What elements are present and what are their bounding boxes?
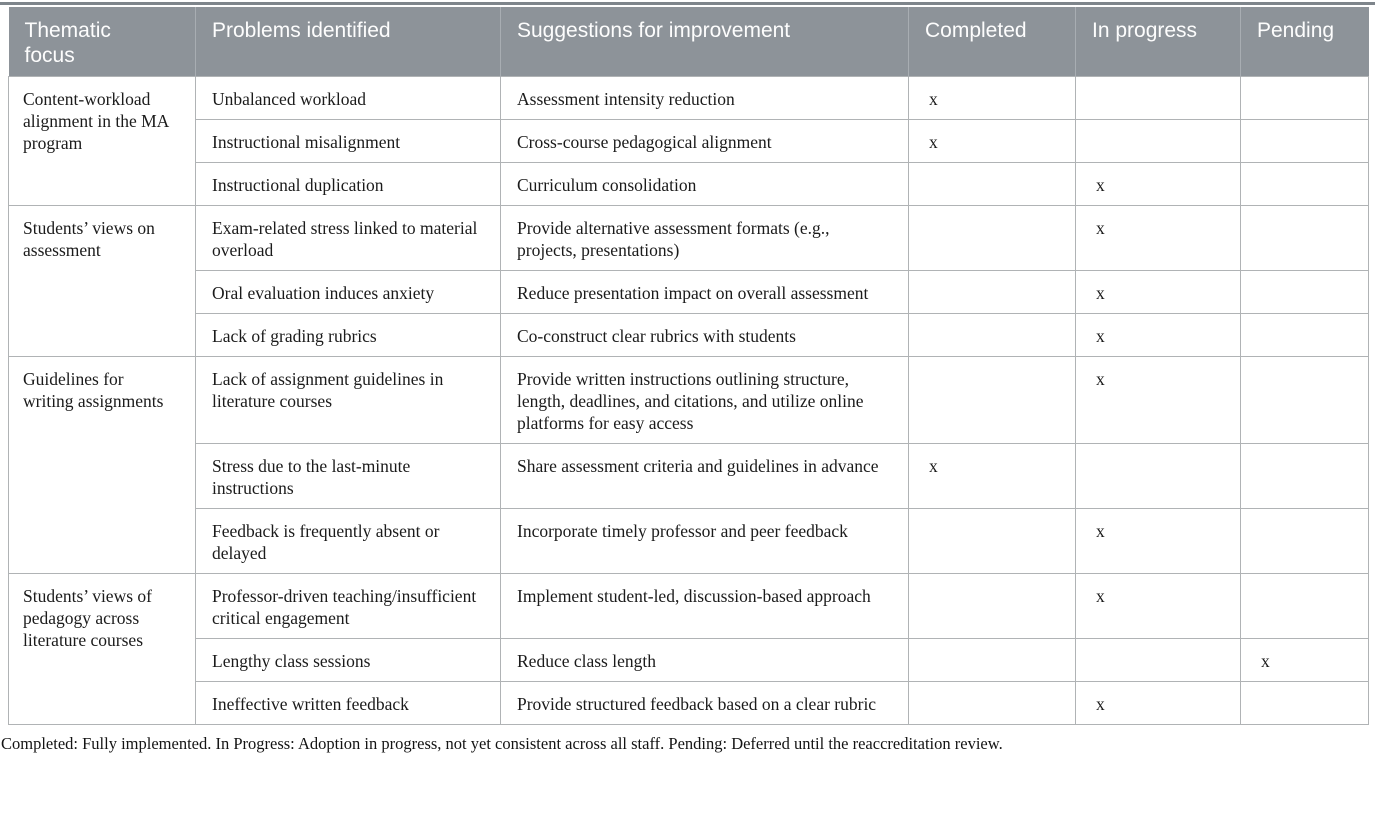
thematic-focus-cell: Content-workload alignment in the MA pro… (8, 76, 196, 206)
table-row: Lack of grading rubrics Co-construct cle… (9, 313, 1369, 357)
suggestion-cell: Co-construct clear rubrics with students (500, 313, 909, 357)
table-row: Ineffective written feedback Provide str… (9, 681, 1369, 725)
col-header-suggestions: Suggestions for improvement (500, 7, 909, 77)
table-row: Lengthy class sessions Reduce class leng… (9, 638, 1369, 682)
problem-cell: Stress due to the last-minute instructio… (195, 443, 501, 509)
completed-mark-cell (908, 162, 1076, 206)
pending-mark-cell (1240, 162, 1369, 206)
in-progress-mark-cell: x (1075, 162, 1241, 206)
col-header-problems-identified: Problems identified (195, 7, 501, 77)
in-progress-mark-cell: x (1075, 573, 1241, 639)
suggestion-cell: Implement student-led, discussion-based … (500, 573, 909, 639)
completed-mark-cell (908, 270, 1076, 314)
table-row: Feedback is frequently absent or delayed… (9, 508, 1369, 574)
suggestion-cell: Provide written instructions outlining s… (500, 356, 909, 444)
action-plan-table: Thematic focus Problems identified Sugge… (8, 7, 1369, 725)
col-header-thematic-focus-label: Thematic focus (24, 19, 111, 67)
col-header-completed: Completed (908, 7, 1076, 77)
pending-mark-cell (1240, 573, 1369, 639)
thematic-focus-cell: Guidelines for writing assignments (8, 356, 196, 574)
completed-mark-cell (908, 205, 1076, 271)
problem-cell: Oral evaluation induces anxiety (195, 270, 501, 314)
thematic-focus-cell: Students’ views on assessment (8, 205, 196, 357)
table-footnote: Completed: Fully implemented. In Progres… (1, 734, 1003, 753)
pending-mark-cell (1240, 119, 1369, 163)
in-progress-mark-cell: x (1075, 270, 1241, 314)
in-progress-mark-cell (1075, 638, 1241, 682)
problem-cell: Exam-related stress linked to material o… (195, 205, 501, 271)
in-progress-mark-cell (1075, 443, 1241, 509)
pending-mark-cell (1240, 270, 1369, 314)
col-header-in-progress: In progress (1075, 7, 1241, 77)
pending-mark-cell: x (1240, 638, 1369, 682)
pending-mark-cell (1240, 508, 1369, 574)
pending-mark-cell (1240, 205, 1369, 271)
suggestion-cell: Provide alternative assessment formats (… (500, 205, 909, 271)
table-row: Content-workload alignment in the MA pro… (8, 76, 1369, 206)
problem-cell: Professor-driven teaching/insufficient c… (195, 573, 501, 639)
suggestion-cell: Curriculum consolidation (500, 162, 909, 206)
in-progress-mark-cell: x (1075, 313, 1241, 357)
pending-mark-cell (1240, 356, 1369, 444)
in-progress-mark-cell: x (1075, 681, 1241, 725)
suggestion-cell: Assessment intensity reduction (500, 76, 909, 120)
table-row: Students’ views on assessment Exam-relat… (8, 205, 1369, 357)
problem-cell: Unbalanced workload (195, 76, 501, 120)
table-header-row: Thematic focus Problems identified Sugge… (8, 7, 1369, 77)
in-progress-mark-cell: x (1075, 205, 1241, 271)
completed-mark-cell (908, 356, 1076, 444)
completed-mark-cell (908, 638, 1076, 682)
problem-cell: Lack of grading rubrics (195, 313, 501, 357)
table-row: Oral evaluation induces anxiety Reduce p… (9, 270, 1369, 314)
problem-cell: Feedback is frequently absent or delayed (195, 508, 501, 574)
in-progress-mark-cell (1075, 76, 1241, 120)
table-row: Stress due to the last-minute instructio… (9, 443, 1369, 509)
suggestion-cell: Provide structured feedback based on a c… (500, 681, 909, 725)
table-top-rule (0, 2, 1375, 5)
completed-mark-cell (908, 681, 1076, 725)
pending-mark-cell (1240, 76, 1369, 120)
col-header-thematic-focus: Thematic focus (8, 7, 196, 77)
table-row: Instructional misalignment Cross-course … (9, 119, 1369, 163)
problem-cell: Instructional misalignment (195, 119, 501, 163)
in-progress-mark-cell: x (1075, 508, 1241, 574)
table-row: Students’ views of pedagogy across liter… (8, 573, 1369, 725)
completed-mark-cell (908, 313, 1076, 357)
problem-cell: Ineffective written feedback (195, 681, 501, 725)
completed-mark-cell: x (908, 443, 1076, 509)
problem-cell: Instructional duplication (195, 162, 501, 206)
suggestion-cell: Reduce class length (500, 638, 909, 682)
completed-mark-cell (908, 508, 1076, 574)
in-progress-mark-cell: x (1075, 356, 1241, 444)
thematic-focus-cell: Students’ views of pedagogy across liter… (8, 573, 196, 725)
in-progress-mark-cell (1075, 119, 1241, 163)
completed-mark-cell (908, 573, 1076, 639)
suggestion-cell: Share assessment criteria and guidelines… (500, 443, 909, 509)
suggestion-cell: Reduce presentation impact on overall as… (500, 270, 909, 314)
suggestion-cell: Cross-course pedagogical alignment (500, 119, 909, 163)
pending-mark-cell (1240, 681, 1369, 725)
suggestion-cell: Incorporate timely professor and peer fe… (500, 508, 909, 574)
col-header-pending: Pending (1240, 7, 1369, 77)
problem-cell: Lack of assignment guidelines in literat… (195, 356, 501, 444)
pending-mark-cell (1240, 313, 1369, 357)
table-row: Instructional duplication Curriculum con… (9, 162, 1369, 206)
problem-cell: Lengthy class sessions (195, 638, 501, 682)
pending-mark-cell (1240, 443, 1369, 509)
completed-mark-cell: x (908, 76, 1076, 120)
table-row: Guidelines for writing assignments Lack … (8, 356, 1369, 574)
completed-mark-cell: x (908, 119, 1076, 163)
